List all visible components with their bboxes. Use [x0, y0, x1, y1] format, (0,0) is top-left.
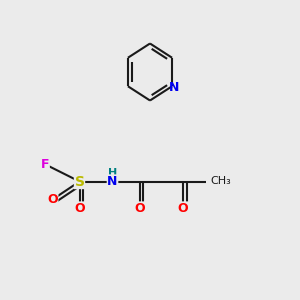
- Text: N: N: [168, 81, 179, 94]
- Text: O: O: [134, 202, 145, 215]
- Text: CH₃: CH₃: [210, 176, 231, 187]
- Text: O: O: [47, 193, 58, 206]
- Text: O: O: [178, 202, 188, 215]
- Text: H: H: [108, 167, 117, 178]
- Text: O: O: [74, 202, 85, 215]
- Text: N: N: [107, 175, 118, 188]
- Text: F: F: [41, 158, 49, 172]
- Text: S: S: [74, 175, 85, 188]
